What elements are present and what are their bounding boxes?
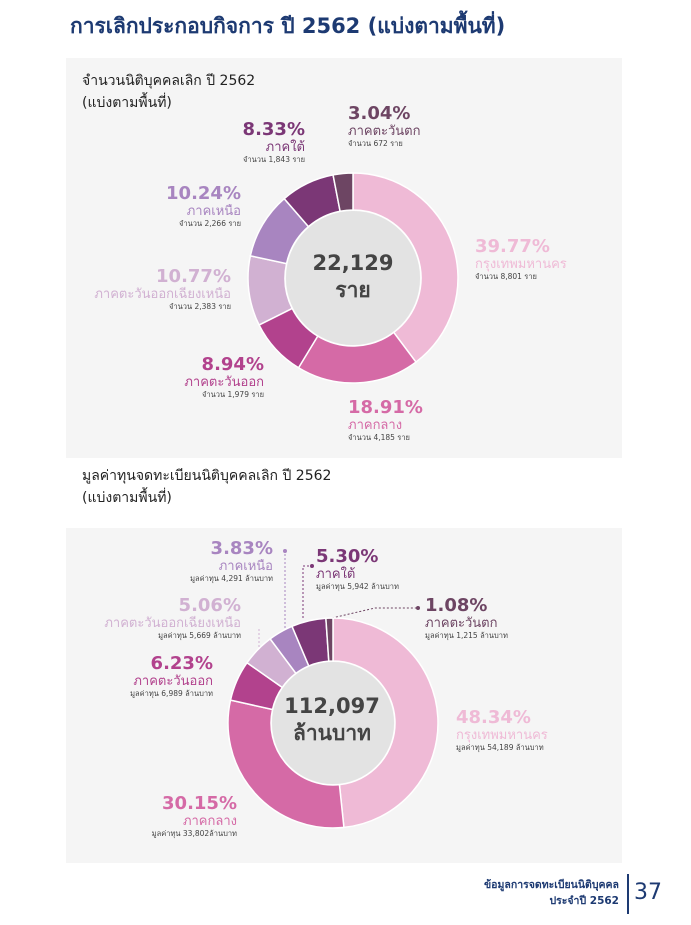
footer-line2: ประจำปี 2562 [549,894,619,907]
label-detail: จำนวน 1,979 ราย [202,389,264,399]
footer-line1: ข้อมูลการจดทะเบียนนิติบุคคล [484,879,619,891]
chart-2-label-central: 30.15% ภาคกลาง มูลค่าทุน 33,802ล้านบาท [151,793,237,838]
chart-1-label-bangkok: 39.77% กรุงเทพมหานคร จำนวน 8,801 ราย [475,236,567,281]
label-percent: 39.77% [475,236,550,257]
label-detail: จำนวน 2,266 ราย [179,218,241,228]
chart-2-center-unit: ล้านบาท [293,721,371,746]
footer-caption: ข้อมูลการจดทะเบียนนิติบุคคล ประจำปี 2562 [484,878,619,910]
label-region: ภาคตะวันออก [133,673,213,689]
label-region: กรุงเทพมหานคร [475,256,567,272]
leader-west [331,607,418,619]
label-percent: 1.08% [425,595,488,616]
label-region: ภาคตะวันออก [184,374,264,390]
chart-2-slice-central [227,699,345,829]
label-detail: จำนวน 4,185 ราย [348,432,410,442]
chart-2-center-disc [272,662,394,784]
page-title: การเลิกประกอบกิจการ ปี 2562 (แบ่งตามพื้น… [70,14,506,38]
label-percent: 10.77% [156,266,231,287]
chart-1-label-north: 10.24% ภาคเหนือ จำนวน 2,266 ราย [166,183,241,228]
label-detail: จำนวน 8,801 ราย [475,271,537,281]
footer-divider [627,874,629,914]
leader-west-dot [416,606,420,610]
label-detail: มูลค่าทุน 54,189 ล้านบาท [456,742,544,752]
label-region: ภาคเหนือ [218,558,273,574]
label-detail: จำนวน 672 ราย [348,138,403,148]
chart-1-center-unit: ราย [335,278,371,303]
chart-2-label-northeast: 5.06% ภาคตะวันออกเฉียงเหนือ มูลค่าทุน 5,… [104,595,241,640]
label-percent: 6.23% [150,653,213,674]
label-detail: มูลค่าทุน 5,942 ล้านบาท [316,581,399,591]
label-percent: 30.15% [162,793,237,814]
chart-1-center-value: 22,129 [312,251,394,275]
chart-1-slice-west [332,172,354,213]
chart-2-label-bangkok: 48.34% กรุงเทพมหานคร มูลค่าทุน 54,189 ล้… [456,707,548,752]
chart-2-center-value: 112,097 [284,694,380,718]
label-percent: 5.06% [178,595,241,616]
label-detail: มูลค่าทุน 4,291 ล้านบาท [190,573,273,583]
label-region: ภาคตะวันออกเฉียงเหนือ [104,615,241,631]
label-region: ภาคเหนือ [186,203,241,219]
label-percent: 8.33% [242,119,305,140]
chart-1-label-south: 8.33% ภาคใต้ จำนวน 1,843 ราย [242,119,305,164]
chart-1-title: จำนวนนิติบุคคลเลิก ปี 2562 (แบ่งตามพื้นท… [82,70,255,114]
label-region: ภาคกลาง [348,417,403,433]
chart-1-label-west: 3.04% ภาคตะวันตก จำนวน 672 ราย [348,103,421,148]
chart-1-center-total: 22,129 ราย [300,250,406,305]
label-region: กรุงเทพมหานคร [456,727,548,743]
chart-2-donut [227,617,439,829]
chart-1-title-line2: (แบ่งตามพื้นที่) [82,95,172,111]
chart-1-title-line1: จำนวนนิติบุคคลเลิก ปี 2562 [82,73,256,89]
label-region: ภาคกลาง [182,813,237,829]
chart-2-label-east: 6.23% ภาคตะวันออก มูลค่าทุน 6,989 ล้านบา… [130,653,213,698]
chart-1-label-central: 18.91% ภาคกลาง จำนวน 4,185 ราย [348,397,423,442]
chart-2-slice-west [325,617,334,662]
chart-2-title: มูลค่าทุนจดทะเบียนนิติบุคคลเลิก ปี 2562 … [82,465,331,509]
chart-2-label-west: 1.08% ภาคตะวันตก มูลค่าทุน 1,215 ล้านบาท [425,595,508,640]
chart-2-slice-bangkok [332,617,439,829]
label-detail: มูลค่าทุน 6,989 ล้านบาท [130,688,213,698]
label-percent: 10.24% [166,183,241,204]
chart-2-label-north: 3.83% ภาคเหนือ มูลค่าทุน 4,291 ล้านบาท [190,538,273,583]
label-region: ภาคตะวันตก [348,123,421,139]
label-detail: จำนวน 1,843 ราย [243,154,305,164]
chart-2-label-south: 5.30% ภาคใต้ มูลค่าทุน 5,942 ล้านบาท [316,546,399,591]
chart-1-label-northeast: 10.77% ภาคตะวันออกเฉียงเหนือ จำนวน 2,383… [94,266,231,311]
chart-2-title-line2: (แบ่งตามพื้นที่) [82,490,172,506]
label-detail: มูลค่าทุน 33,802ล้านบาท [151,828,237,838]
label-detail: จำนวน 2,383 ราย [169,301,231,311]
label-region: ภาคตะวันออกเฉียงเหนือ [94,286,231,302]
chart-1-slice-bangkok [352,172,459,364]
label-percent: 48.34% [456,707,531,728]
label-percent: 3.83% [210,538,273,559]
chart-2-center-total: 112,097 ล้านบาท [270,693,394,748]
leader-north-dot [283,549,287,553]
label-region: ภาคตะวันตก [425,615,498,631]
chart-2-title-line1: มูลค่าทุนจดทะเบียนนิติบุคคลเลิก ปี 2562 [82,468,332,484]
label-percent: 5.30% [316,546,379,567]
chart-1-donut [247,172,459,384]
label-region: ภาคใต้ [316,566,356,582]
label-detail: มูลค่าทุน 1,215 ล้านบาท [425,630,508,640]
chart-1-label-east: 8.94% ภาคตะวันออก จำนวน 1,979 ราย [184,354,264,399]
label-region: ภาคใต้ [265,139,305,155]
leader-south [302,565,312,618]
chart-1-center-disc [286,211,420,345]
label-percent: 3.04% [348,103,411,124]
label-percent: 18.91% [348,397,423,418]
leader-south-dot [310,564,314,568]
page-number: 37 [634,880,662,905]
label-detail: มูลค่าทุน 5,669 ล้านบาท [158,630,241,640]
label-percent: 8.94% [201,354,264,375]
